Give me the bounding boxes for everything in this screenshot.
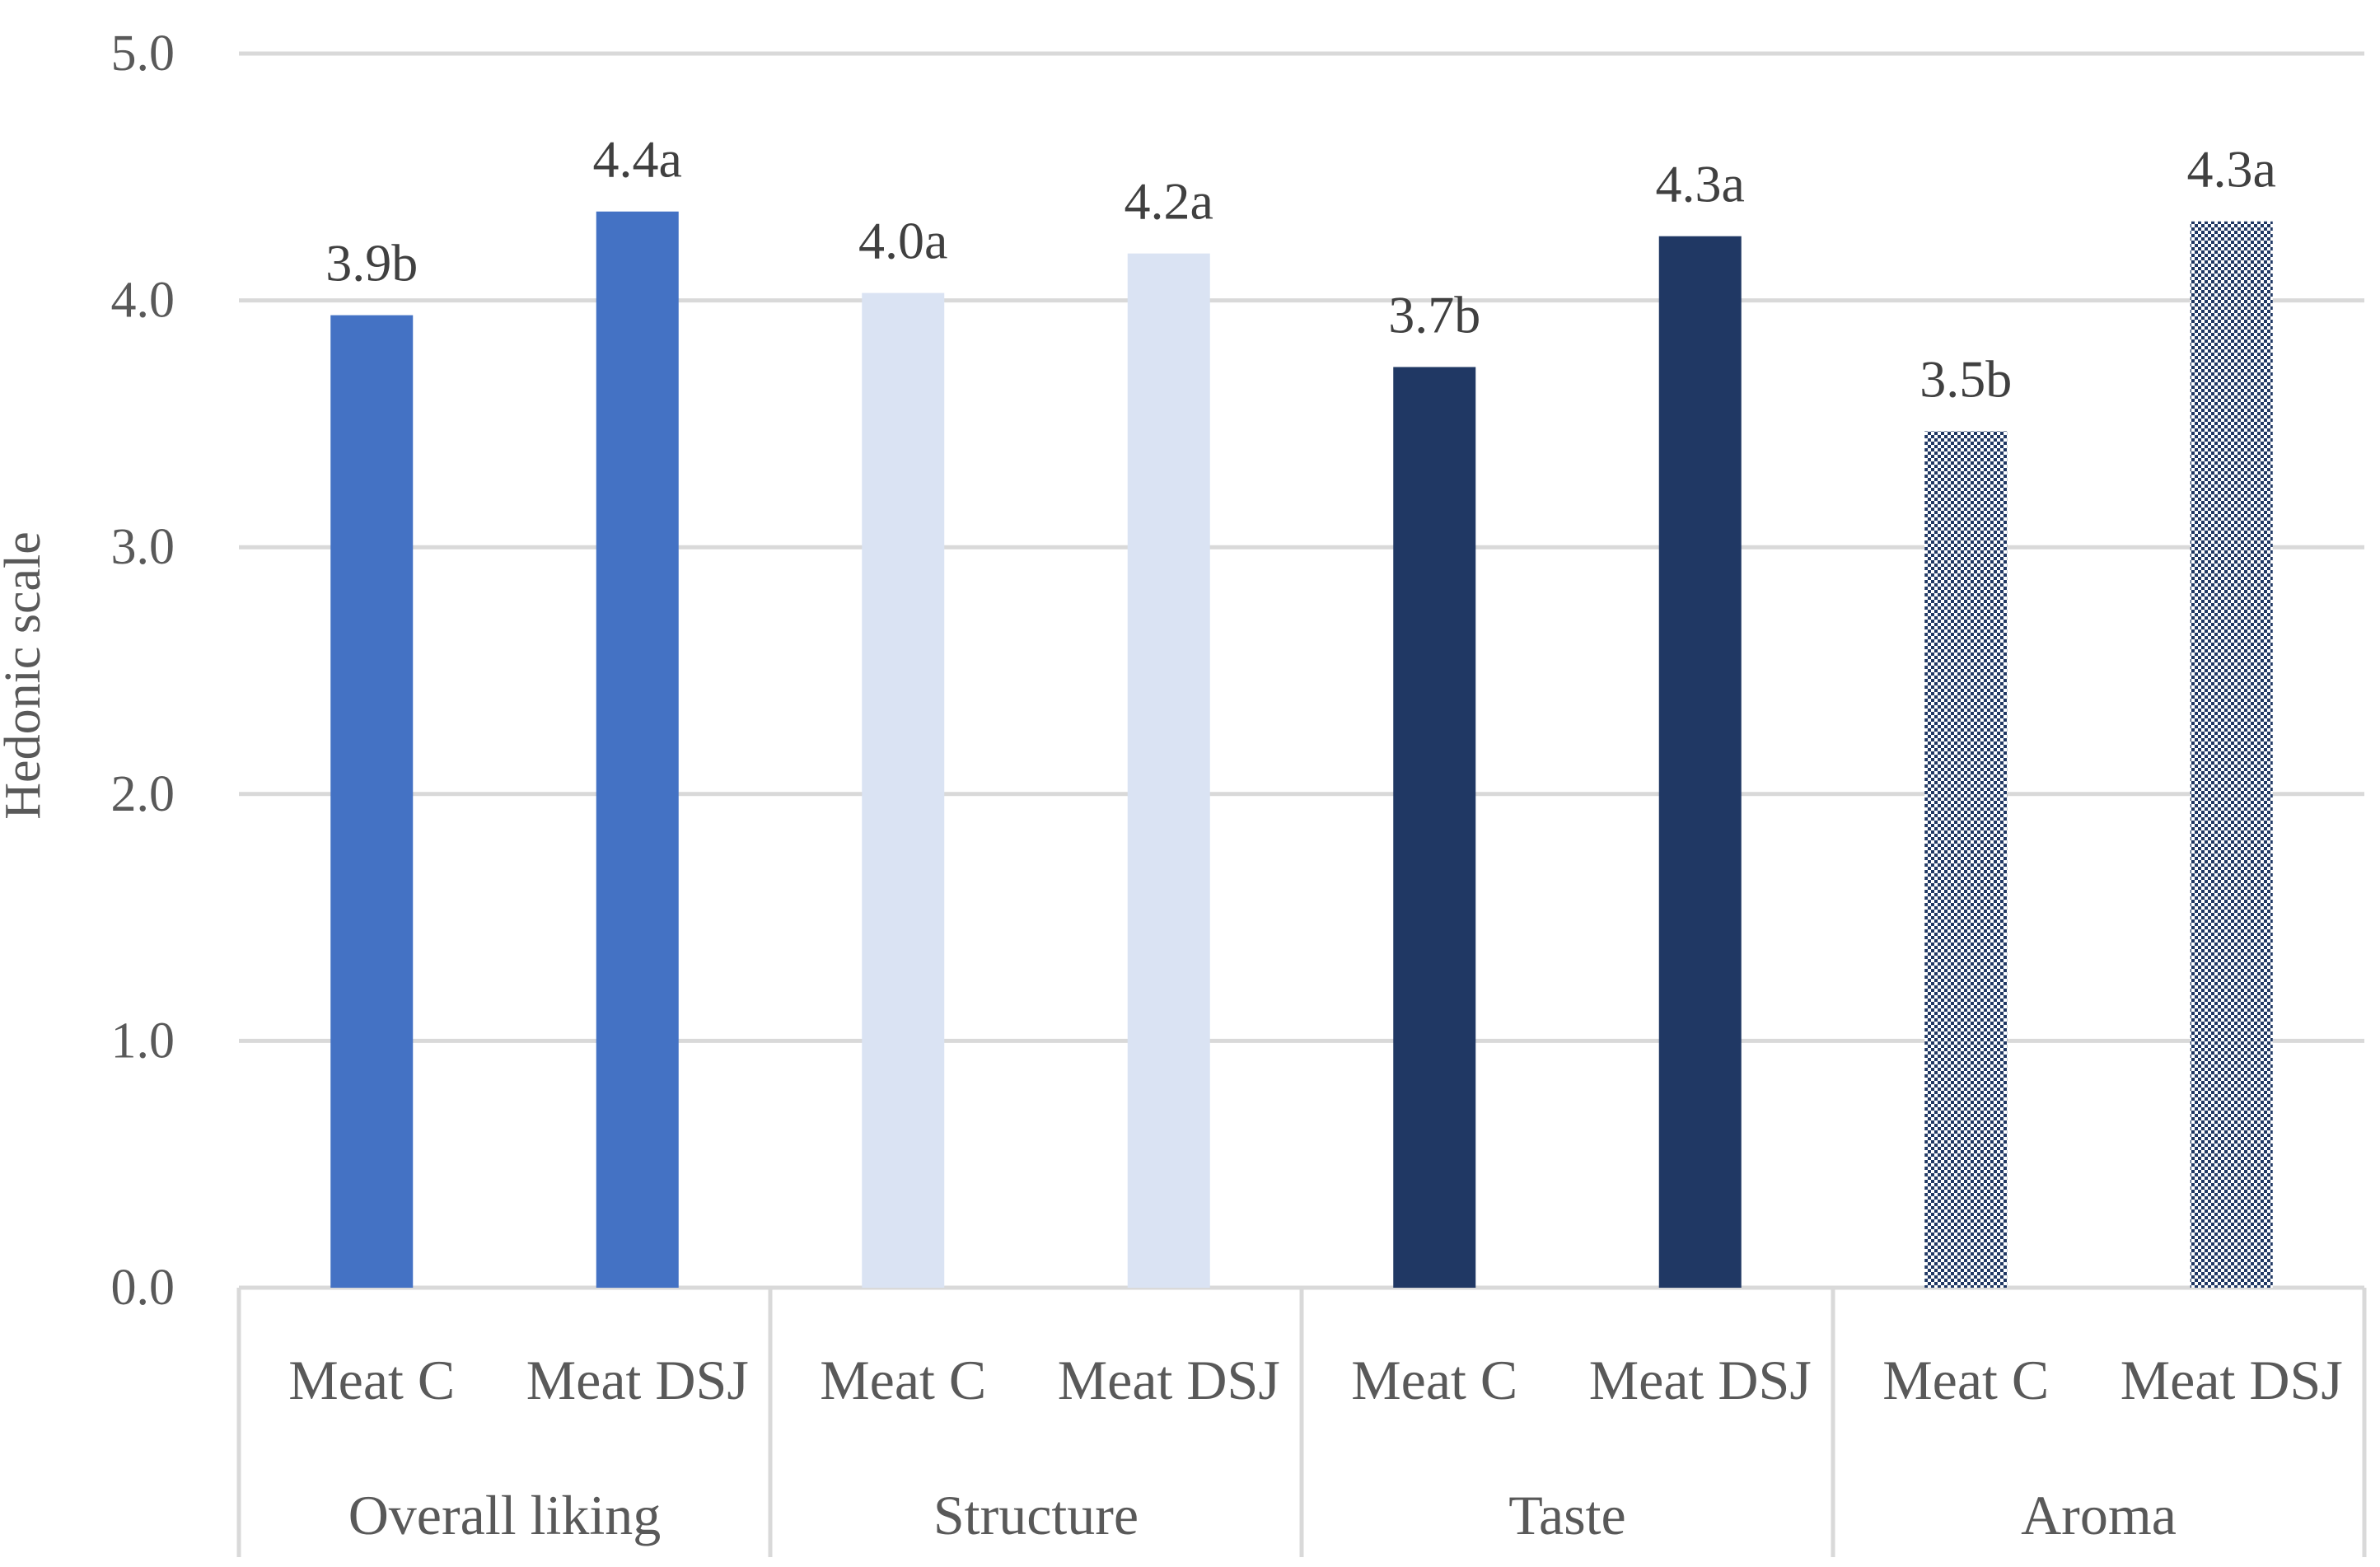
y-axis-title: Hedonic scale — [0, 531, 51, 819]
data-label: 3.5b — [1919, 349, 2012, 408]
y-tick-label: 1.0 — [111, 1013, 175, 1069]
x-tick-label: Meat DSJ — [526, 1349, 749, 1411]
y-axis-ticks: 0.0 1.0 2.0 3.0 4.0 5.0 — [111, 26, 175, 1316]
x-tick-label: Meat DSJ — [1058, 1349, 1280, 1411]
bar-structure-meat-dsj — [1127, 253, 1210, 1288]
y-tick-label: 5.0 — [111, 26, 175, 82]
data-label: 3.9b — [325, 234, 418, 292]
group-label: Structure — [933, 1484, 1139, 1546]
x-tick-label: Meat C — [288, 1349, 455, 1411]
data-labels: 3.9b 4.4a 4.0a 4.2a 3.7b 4.3a 3.5b 4.3a — [325, 130, 2276, 409]
bar-overall-liking-meat-c — [330, 315, 414, 1289]
group-label: Taste — [1508, 1484, 1626, 1546]
gridlines — [239, 51, 2364, 1290]
data-label: 4.0a — [858, 212, 947, 270]
bar-overall-liking-meat-dsj — [596, 211, 679, 1288]
data-label: 4.4a — [593, 130, 682, 189]
data-label: 4.2a — [1125, 172, 1213, 231]
data-label: 4.3a — [1656, 155, 1745, 213]
bar-aroma-meat-dsj — [2190, 221, 2273, 1288]
group-label: Overall liking — [348, 1484, 662, 1546]
bar-aroma-meat-c — [1924, 431, 2008, 1289]
y-tick-label: 4.0 — [111, 273, 175, 329]
group-label: Aroma — [2021, 1484, 2177, 1546]
y-tick-label: 0.0 — [111, 1260, 175, 1316]
bars — [330, 211, 2273, 1289]
x-tick-label: Meat C — [1351, 1349, 1517, 1411]
bar-taste-meat-c — [1393, 367, 1476, 1289]
x-tick-label: Meat C — [820, 1349, 986, 1411]
x-axis: Meat C Meat DSJ Overall liking Meat C Meat D… — [236, 1288, 2367, 1557]
data-label: 4.3a — [2187, 140, 2276, 199]
data-label: 3.7b — [1388, 285, 1480, 344]
bar-structure-meat-c — [862, 292, 945, 1288]
y-tick-label: 3.0 — [111, 519, 175, 575]
x-tick-label: Meat DSJ — [1589, 1349, 1812, 1411]
bar-taste-meat-dsj — [1658, 236, 1742, 1289]
x-tick-label: Meat C — [1882, 1349, 2049, 1411]
y-tick-label: 2.0 — [111, 766, 175, 822]
x-tick-label: Meat DSJ — [2120, 1349, 2343, 1411]
